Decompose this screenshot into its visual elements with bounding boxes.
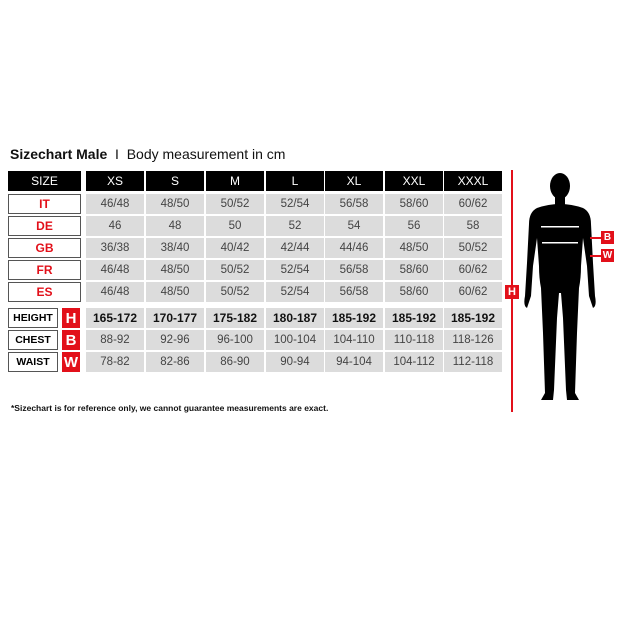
table-cell: 36/38 <box>86 238 144 258</box>
table-cell: 185-192 <box>325 308 383 328</box>
table-cell: 58/60 <box>385 282 443 302</box>
table-cell: 40/42 <box>206 238 264 258</box>
table-cell: 60/62 <box>444 282 502 302</box>
size-header-xs: XS <box>86 171 144 191</box>
table-cell: 50 <box>206 216 264 236</box>
table-cell: 88-92 <box>86 330 144 350</box>
conversion-row-it: IT 46/48 48/50 50/52 52/54 56/58 58/60 60/62 <box>8 194 508 214</box>
table-cell: 94-104 <box>325 352 383 372</box>
table-cell: 56/58 <box>325 194 383 214</box>
size-header-l: L <box>266 171 324 191</box>
table-cell: 46/48 <box>86 282 144 302</box>
size-header-m: M <box>206 171 264 191</box>
measurement-label: WAIST <box>8 352 58 372</box>
conversion-row-es: ES 46/48 48/50 50/52 52/54 56/58 58/60 60/62 <box>8 282 508 302</box>
table-cell: 52/54 <box>266 194 324 214</box>
table-cell: 48/50 <box>385 238 443 258</box>
measurement-badge: H <box>62 308 80 328</box>
chest-badge: B <box>601 231 614 244</box>
measurement-badge: W <box>62 352 80 372</box>
table-cell: 46/48 <box>86 260 144 280</box>
body-silhouette-icon <box>524 173 596 400</box>
size-header-s: S <box>146 171 204 191</box>
table-cell: 48/50 <box>146 282 204 302</box>
table-cell: 58/60 <box>385 260 443 280</box>
header-row: SIZE XS S M L XL XXL XXXL <box>8 171 508 191</box>
table-cell: 52/54 <box>266 260 324 280</box>
table-cell: 90-94 <box>266 352 324 372</box>
conversion-row-fr: FR 46/48 48/50 50/52 52/54 56/58 58/60 60/62 <box>8 260 508 280</box>
measurement-label: HEIGHT <box>8 308 58 328</box>
region-label: IT <box>8 194 81 214</box>
table-cell: 50/52 <box>206 260 264 280</box>
height-badge: H <box>505 285 519 299</box>
table-cell: 96-100 <box>206 330 264 350</box>
size-header-xxl: XXL <box>385 171 443 191</box>
table-cell: 92-96 <box>146 330 204 350</box>
table-cell: 56 <box>385 216 443 236</box>
table-cell: 58 <box>444 216 502 236</box>
table-cell: 54 <box>325 216 383 236</box>
table-cell: 46/48 <box>86 194 144 214</box>
table-cell: 44/46 <box>325 238 383 258</box>
measurement-row-chest: CHEST B 88-92 92-96 96-100 100-104 104-110 110-… <box>8 330 508 350</box>
waist-badge: W <box>601 249 614 262</box>
table-cell: 104-112 <box>385 352 443 372</box>
table-cell: 58/60 <box>385 194 443 214</box>
conversion-row-gb: GB 36/38 38/40 40/42 42/44 44/46 48/50 50/52 <box>8 238 508 258</box>
table-cell: 52 <box>266 216 324 236</box>
table-cell: 48/50 <box>146 260 204 280</box>
chest-pointer <box>590 237 601 239</box>
measurement-label: CHEST <box>8 330 58 350</box>
footnote: *Sizechart is for reference only, we can… <box>11 403 329 413</box>
table-cell: 60/62 <box>444 260 502 280</box>
region-label: GB <box>8 238 81 258</box>
table-cell: 82-86 <box>146 352 204 372</box>
table-cell: 165-172 <box>86 308 144 328</box>
table-cell: 170-177 <box>146 308 204 328</box>
region-label: FR <box>8 260 81 280</box>
table-cell: 78-82 <box>86 352 144 372</box>
region-label: DE <box>8 216 81 236</box>
table-cell: 86-90 <box>206 352 264 372</box>
table-cell: 38/40 <box>146 238 204 258</box>
table-cell: 48/50 <box>146 194 204 214</box>
size-header-xl: XL <box>325 171 383 191</box>
table-cell: 185-192 <box>385 308 443 328</box>
size-header-label: SIZE <box>8 171 81 191</box>
measurement-row-height: HEIGHT H 165-172 170-177 175-182 180-187 185-1… <box>8 308 508 328</box>
table-cell: 48 <box>146 216 204 236</box>
table-cell: 118-126 <box>444 330 502 350</box>
table-cell: 60/62 <box>444 194 502 214</box>
conversion-row-de: DE 46 48 50 52 54 56 58 <box>8 216 508 236</box>
region-label: ES <box>8 282 81 302</box>
title-subtitle: Body measurement in cm <box>126 146 286 162</box>
table-cell: 52/54 <box>266 282 324 302</box>
table-cell: 46 <box>86 216 144 236</box>
title-separator: I <box>115 146 119 162</box>
table-cell: 50/52 <box>206 194 264 214</box>
table-cell: 42/44 <box>266 238 324 258</box>
measurement-badge: B <box>62 330 80 350</box>
table-cell: 180-187 <box>266 308 324 328</box>
table-cell: 112-118 <box>444 352 502 372</box>
table-cell: 100-104 <box>266 330 324 350</box>
table-cell: 175-182 <box>206 308 264 328</box>
table-cell: 50/52 <box>206 282 264 302</box>
chart-title: Sizechart Male I Body measurement in cm <box>10 146 285 162</box>
table-cell: 104-110 <box>325 330 383 350</box>
table-cell: 110-118 <box>385 330 443 350</box>
waist-pointer <box>590 255 601 257</box>
table-cell: 56/58 <box>325 260 383 280</box>
table-cell: 56/58 <box>325 282 383 302</box>
size-header-xxxl: XXXL <box>444 171 502 191</box>
title-main: Sizechart Male <box>10 146 108 162</box>
measurement-row-waist: WAIST W 78-82 82-86 86-90 90-94 94-104 104-112 1… <box>8 352 508 372</box>
table-cell: 50/52 <box>444 238 502 258</box>
table-cell: 185-192 <box>444 308 502 328</box>
